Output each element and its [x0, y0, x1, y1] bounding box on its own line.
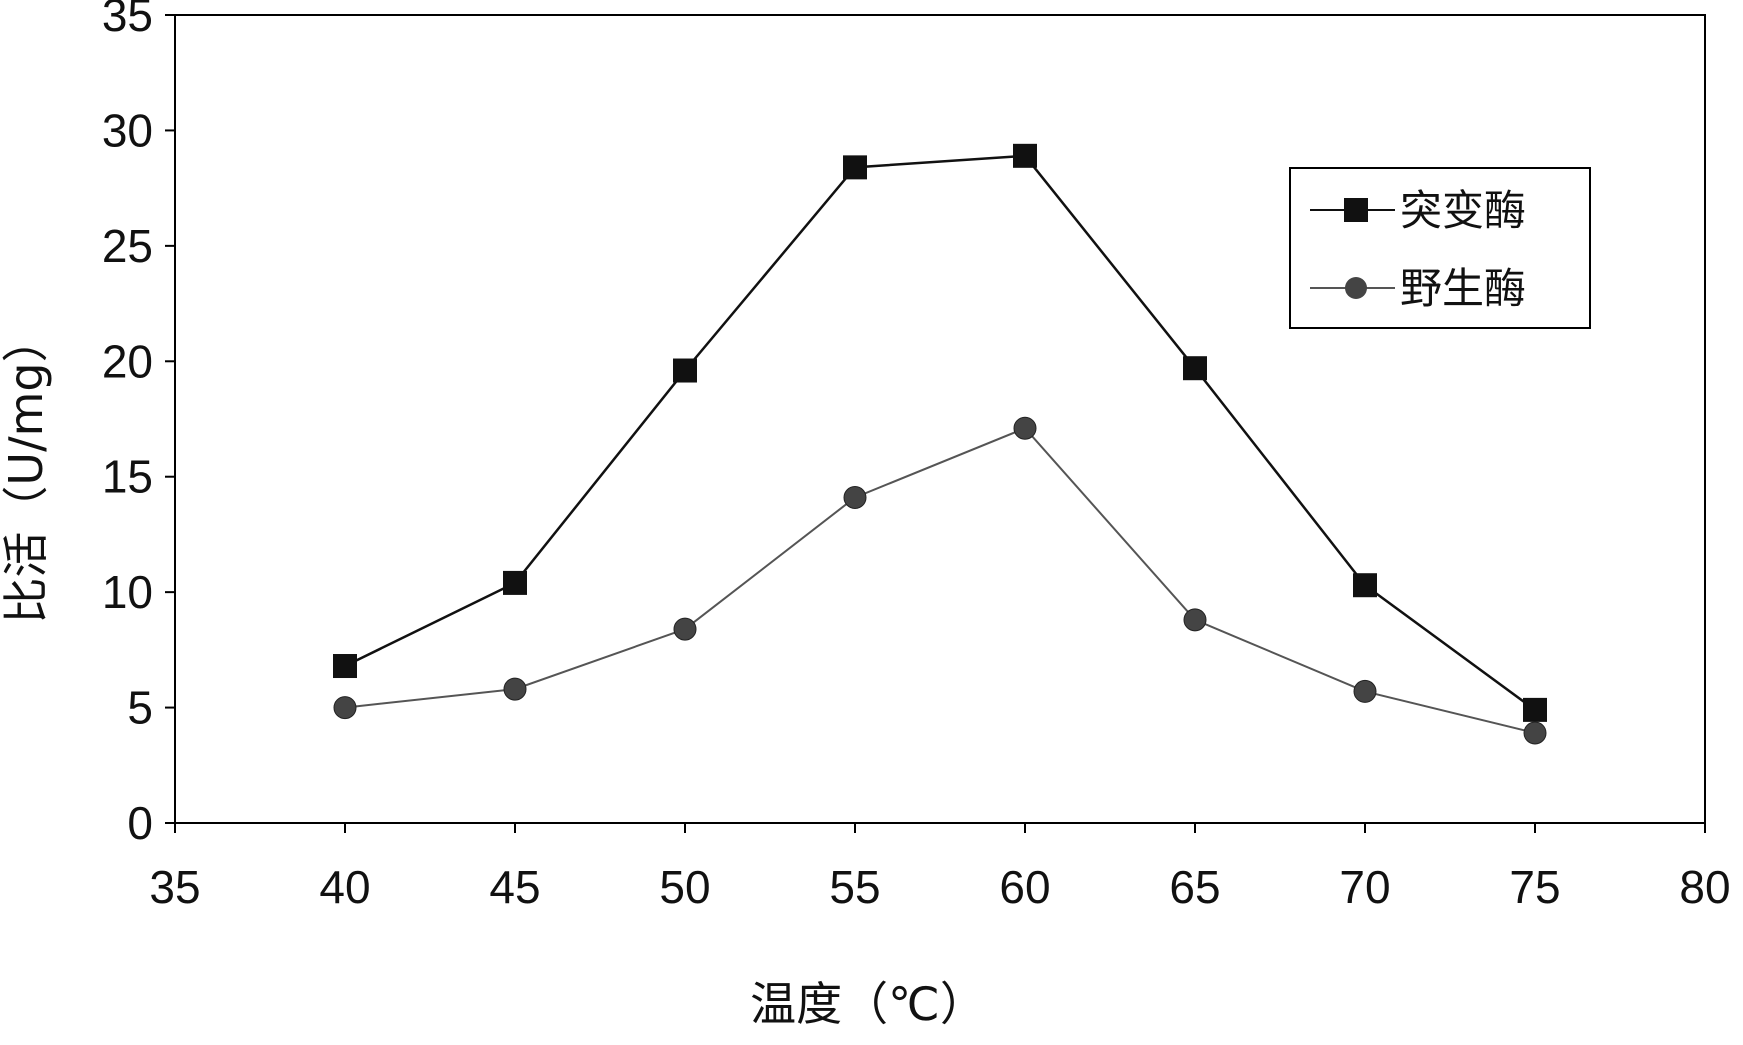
legend-label-mutant: 突变酶	[1400, 186, 1526, 235]
y-tick-label: 15	[102, 451, 153, 503]
data-point-circle	[504, 678, 526, 700]
data-point-square	[843, 155, 867, 179]
legend-circle-marker	[1345, 277, 1367, 299]
data-point-square	[1013, 144, 1037, 168]
y-tick-label: 0	[127, 797, 153, 849]
data-point-circle	[1354, 680, 1376, 702]
y-tick-label: 5	[127, 682, 153, 734]
data-point-square	[333, 654, 357, 678]
y-tick-label: 35	[102, 0, 153, 41]
x-tick-label: 40	[319, 861, 370, 913]
x-axis-title: 温度（℃）	[750, 977, 986, 1031]
y-tick-label: 20	[102, 335, 153, 387]
x-tick-label: 60	[999, 861, 1050, 913]
data-point-circle	[334, 697, 356, 719]
x-tick-label: 75	[1509, 861, 1560, 913]
data-point-square	[1523, 698, 1547, 722]
data-point-circle	[1014, 417, 1036, 439]
x-tick-label: 50	[659, 861, 710, 913]
data-point-square	[503, 571, 527, 595]
data-point-square	[673, 359, 697, 383]
y-axis-title: 比活（U/mg）	[0, 316, 53, 623]
x-tick-label: 80	[1679, 861, 1730, 913]
data-point-circle	[1184, 609, 1206, 631]
x-tick-label: 45	[489, 861, 540, 913]
x-tick-label: 35	[149, 861, 200, 913]
x-tick-label: 70	[1339, 861, 1390, 913]
data-point-circle	[674, 618, 696, 640]
legend: 突变酶 野生酶	[1290, 168, 1590, 328]
y-tick-label: 30	[102, 104, 153, 156]
data-point-square	[1353, 573, 1377, 597]
legend-square-marker	[1344, 198, 1368, 222]
y-tick-label: 25	[102, 220, 153, 272]
legend-label-wild: 野生酶	[1400, 264, 1526, 313]
data-point-circle	[1524, 722, 1546, 744]
data-point-circle	[844, 486, 866, 508]
y-tick-label: 10	[102, 566, 153, 618]
x-tick-label: 65	[1169, 861, 1220, 913]
x-tick-label: 55	[829, 861, 880, 913]
data-point-square	[1183, 356, 1207, 380]
